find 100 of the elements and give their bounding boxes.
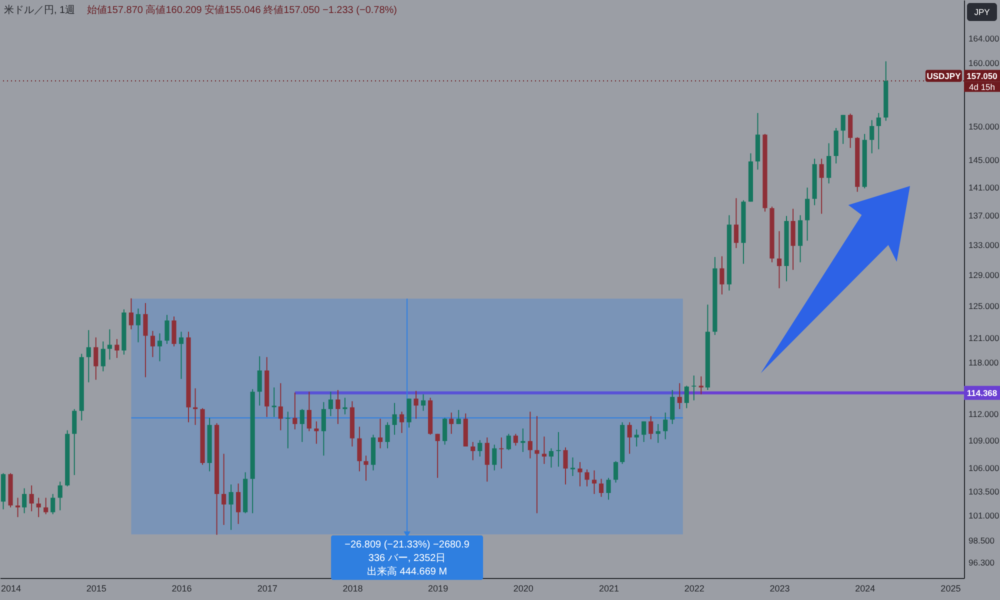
candlestick [826, 142, 832, 184]
candlestick [435, 433, 440, 478]
candlestick [819, 158, 824, 214]
candlestick [157, 332, 162, 362]
candlestick [548, 448, 554, 468]
candlestick [150, 330, 156, 358]
candlestick [805, 187, 810, 242]
y-tick-label: 112.000 [968, 408, 999, 419]
candlestick [222, 453, 226, 526]
candlestick [563, 446, 568, 485]
candlestick [72, 408, 77, 476]
x-tick-label: 2018 [342, 584, 363, 594]
candlestick [520, 428, 526, 452]
candlestick [29, 484, 34, 512]
candlestick [634, 428, 639, 447]
candlestick [613, 460, 618, 484]
candlestick [406, 398, 412, 428]
candlestick [663, 412, 668, 440]
y-tick-label: 150.000 [968, 122, 1000, 132]
candlestick [306, 391, 312, 432]
candlestick [556, 432, 561, 468]
candlestick [164, 314, 170, 344]
candlestick [870, 120, 874, 154]
candlestick [321, 402, 326, 456]
candlestick [114, 338, 120, 358]
y-tick-label: 101.000 [968, 510, 1000, 521]
candlestick [172, 316, 176, 347]
annotation: 出来高 444.669 M [367, 565, 448, 578]
candlestick [484, 436, 490, 482]
y-tick-label: 103.500 [968, 486, 1000, 497]
candlestick [506, 433, 511, 451]
candlestick [421, 394, 426, 412]
candlestick [528, 411, 532, 459]
x-tick-label: 2025 [940, 584, 961, 594]
candlestick [314, 420, 319, 444]
x-tick-label: 2023 [770, 584, 790, 594]
x-tick-label: 2021 [599, 584, 620, 594]
candlestick [592, 470, 597, 494]
candlestick [136, 308, 141, 343]
y-tick-label: 164.000 [968, 34, 1000, 44]
y-tick-label: 141.000 [968, 182, 1000, 192]
candlestick [257, 356, 262, 406]
y-tick-label: 133.000 [968, 240, 1000, 250]
x-tick-label: 2024 [855, 584, 876, 594]
candlestick [228, 484, 234, 530]
x-tick-label: 2015 [86, 584, 106, 594]
candlestick [128, 298, 134, 330]
y-tick-label: 106.000 [968, 463, 1000, 474]
candlestick [44, 497, 48, 515]
candlestick [300, 408, 304, 442]
candlestick [442, 417, 448, 446]
candlestick [606, 477, 611, 500]
annotation: 114.368 [966, 388, 998, 398]
y-tick-label: 121.000 [968, 332, 1000, 343]
candlestick [414, 390, 418, 420]
x-tick-label: 2019 [428, 584, 448, 594]
candlestick [670, 390, 675, 425]
y-tick-label: 109.000 [968, 436, 1000, 446]
candlestick [848, 113, 853, 148]
candlestick [107, 328, 112, 360]
x-tick-label: 2017 [257, 584, 278, 594]
x-tick-label: 2020 [513, 584, 534, 594]
candlestick [278, 382, 283, 431]
annotation: 4d 15h [969, 82, 996, 92]
candlestick [648, 416, 654, 440]
candlestick [385, 422, 390, 449]
candlestick [143, 302, 148, 378]
candlestick [677, 382, 682, 410]
candlestick [178, 331, 184, 380]
annotation: −26.809 (−21.33%) −2680.9 [344, 539, 470, 550]
candlestick [58, 481, 62, 511]
ref-line-label: 157.050 [966, 70, 998, 81]
candlestick [86, 330, 91, 383]
text: 米ドル／円, 1週 [4, 4, 76, 16]
candlestick [584, 468, 590, 487]
x-tick-label: 2014 [1, 584, 22, 594]
candlestick [357, 426, 362, 472]
candlestick [776, 230, 782, 289]
candlestick [876, 112, 881, 150]
y-tick-label: 96.300 [968, 558, 995, 568]
candlestick [236, 483, 241, 524]
candlestick [734, 198, 739, 249]
candlestick [478, 440, 482, 458]
candlestick [513, 433, 518, 446]
candlestick [50, 493, 56, 515]
candlestick [692, 375, 696, 401]
candlestick [378, 418, 383, 449]
candlestick [449, 412, 454, 434]
text: 始値157.870 高値160.209 安値155.046 終値157.050 −1.233 (−0.78%) [86, 4, 398, 16]
x-tick-label: 2016 [172, 584, 192, 594]
y-tick-label: 129.000 [968, 270, 1000, 280]
candlestick [720, 256, 724, 295]
candlestick [492, 444, 497, 471]
annotation: USDJPY [926, 70, 962, 81]
candlestick [656, 424, 660, 444]
y-tick-label: 145.000 [968, 154, 1000, 165]
candlestick [627, 422, 632, 454]
candlestick [840, 114, 846, 144]
y-axis-title: JPY [974, 7, 990, 17]
candlestick [94, 336, 98, 380]
